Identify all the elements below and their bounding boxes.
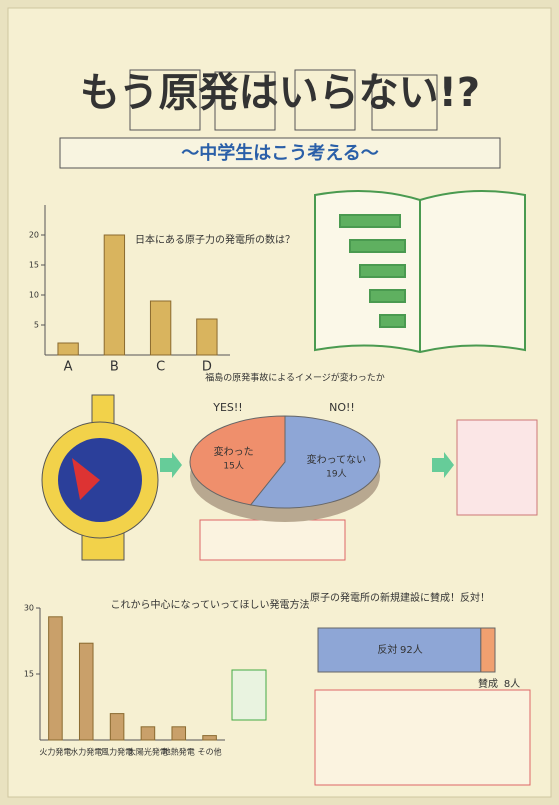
pie-slice (249, 415, 381, 509)
slice-tag: YES!! (212, 401, 242, 414)
bar (48, 616, 63, 741)
x-tick-label: B (110, 360, 119, 375)
bar (109, 713, 125, 741)
bar (140, 726, 156, 741)
title: もう原発はいらない!? (80, 70, 480, 116)
bar (78, 642, 94, 741)
value-label: 15人 (223, 460, 243, 471)
chart-title: 福島の原発事故によるイメージが変わったか (205, 372, 385, 384)
note-box (456, 419, 538, 516)
buildings (129, 69, 438, 131)
bar (103, 234, 126, 356)
y-tick-label: 10 (29, 291, 39, 300)
reactor-drawing (41, 394, 159, 561)
x-tick-label: 水力発電 (70, 747, 102, 757)
subtitle: 〜中学生はこう考える〜 (181, 142, 378, 164)
y-tick-label: 20 (29, 231, 39, 240)
bar (196, 318, 218, 356)
book (314, 190, 526, 354)
x-tick-label: 火力発電 (39, 747, 71, 757)
x-tick-label: その他 (198, 747, 222, 757)
chart-title: 日本にある原子力の発電所の数は？ (135, 233, 295, 246)
chart-title: これから中心になっていってほしい発電方法 (111, 598, 310, 611)
note-box (199, 519, 346, 561)
bar-segment (480, 627, 496, 673)
x-tick-label: 太陽光発電 (128, 747, 168, 757)
slice-label: 変わった (214, 445, 254, 458)
x-tick-label: A (64, 360, 73, 375)
bar (202, 735, 217, 741)
bar-segment (317, 627, 482, 673)
bar (149, 300, 172, 356)
y-tick-label: 5 (34, 321, 39, 330)
segment-label: 賛成 (478, 677, 498, 690)
x-tick-label: C (156, 360, 165, 375)
charts: 5 10 15 20 A B C D 日本にある原子力の発電所の数は？ 変わった 15人 YES!! 変… (24, 205, 520, 757)
x-tick-label: D (202, 360, 212, 375)
subtitle-box (59, 137, 501, 169)
value-label: 8人 (504, 678, 520, 690)
note-box (231, 669, 267, 721)
pie-slice (189, 415, 286, 506)
chart-title: 原子の発電所の新規建設に賛成！反対！ (310, 591, 490, 604)
value-label: 92人 (400, 644, 423, 656)
segment-label: 反対 (377, 643, 397, 656)
arrow (432, 452, 454, 478)
x-tick-label: 風力発電 (101, 747, 133, 757)
slice-label: 変わってない (307, 453, 367, 466)
y-tick-label: 15 (24, 670, 34, 679)
y-tick-label: 30 (24, 604, 34, 613)
x-tick-label: 地熱発電 (163, 747, 195, 757)
slice-tag: NO!! (329, 401, 355, 414)
value-label: 19人 (326, 469, 346, 480)
bar (57, 342, 79, 356)
y-tick-label: 15 (29, 261, 39, 270)
bar (171, 726, 187, 741)
note-box (314, 689, 531, 786)
arrow (160, 452, 182, 478)
